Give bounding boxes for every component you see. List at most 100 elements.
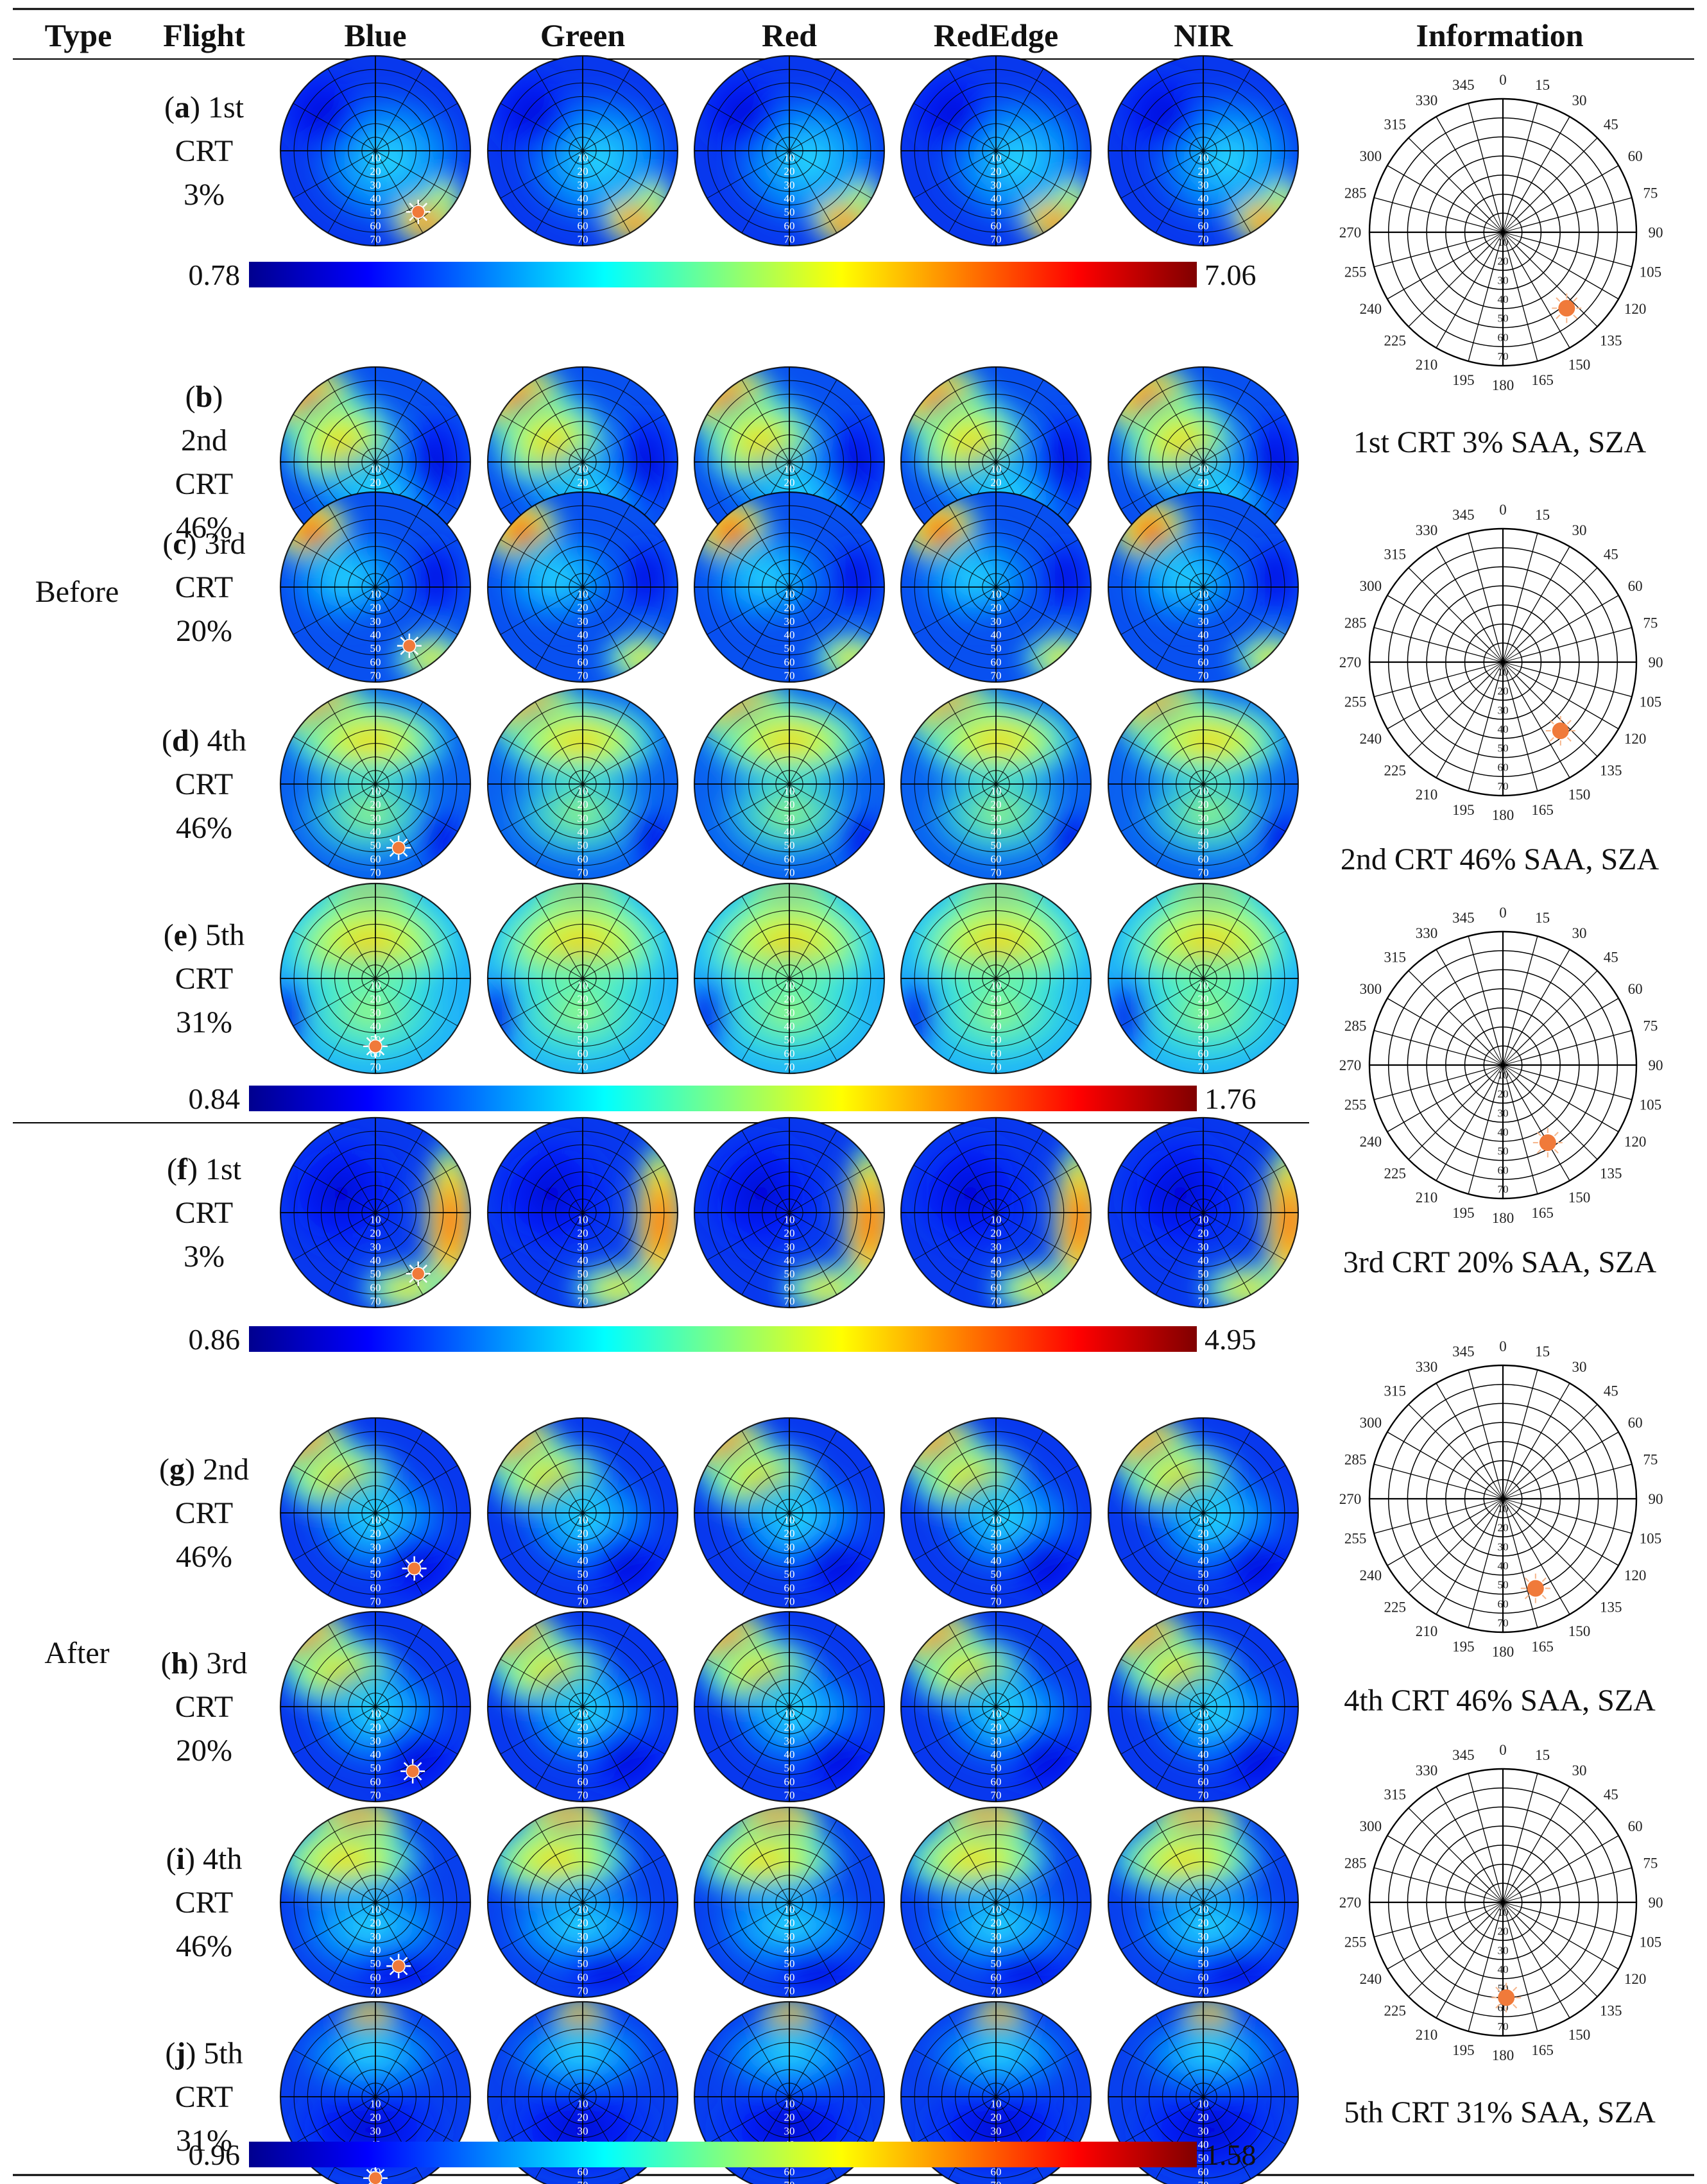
zenith-tick-label: 10 — [370, 463, 381, 475]
azimuth-tick-label: 255 — [1344, 694, 1367, 710]
info-spoke — [1521, 1070, 1633, 1100]
azimuth-tick-label: 300 — [1360, 981, 1382, 997]
info-spoke — [1408, 1078, 1490, 1160]
info-center-spoke — [1502, 1059, 1522, 1066]
info-center-spoke — [1484, 1064, 1504, 1071]
info-center-spoke — [1502, 1498, 1522, 1505]
info-spoke — [1521, 627, 1633, 658]
azimuth-tick-label: 105 — [1640, 1934, 1662, 1950]
info-spoke — [1519, 595, 1619, 653]
info-center-spoke — [1502, 1048, 1513, 1066]
azimuth-tick-label: 330 — [1416, 1359, 1438, 1375]
zenith-tick-label: 60 — [1498, 761, 1509, 773]
info-spoke — [1468, 935, 1498, 1047]
heatmap-row-c: 1020304050607010203040506070102030405060… — [279, 491, 1300, 683]
azimuth-tick-label: 180 — [1492, 377, 1514, 393]
zenith-tick-label: 50 — [784, 642, 795, 654]
zenith-tick-label: 10 — [991, 2098, 1002, 2110]
sun-icon — [406, 1261, 431, 1286]
info-spoke — [1408, 1512, 1490, 1594]
heatmap-blob — [822, 534, 884, 620]
paren: ( — [162, 724, 172, 758]
zenith-tick-label: 70 — [784, 1789, 795, 1801]
zenith-tick-label: 50 — [1198, 839, 1209, 851]
flight-ordinal: ) 4th — [185, 1842, 242, 1876]
info-spoke — [1387, 165, 1487, 223]
paren: ( — [164, 90, 175, 124]
zenith-tick-label: 70 — [578, 669, 588, 681]
zenith-tick-label: 70 — [578, 2179, 588, 2184]
flight-ordinal: ) 5th — [185, 2036, 243, 2070]
azimuth-spoke — [741, 1130, 837, 1295]
info-center-spoke — [1502, 232, 1520, 243]
paren: ( — [162, 527, 173, 561]
azimuth-tick-label: 45 — [1604, 950, 1618, 966]
info-center-spoke — [1502, 1902, 1522, 1908]
azimuth-spoke — [1155, 68, 1251, 234]
zenith-tick-label: 70 — [784, 1061, 795, 1073]
azimuth-spoke — [741, 1624, 837, 1789]
azimuth-spoke — [327, 68, 424, 234]
zenith-tick-label: 30 — [784, 179, 795, 191]
zenith-tick-label: 30 — [1198, 2125, 1209, 2137]
zenith-tick-label: 40 — [1498, 1560, 1509, 1572]
flight-label-line: (c) 3rd — [162, 527, 245, 561]
zenith-tick-label: 70 — [1498, 1183, 1509, 1195]
zenith-tick-label: 50 — [370, 642, 381, 654]
info-center-spoke — [1493, 661, 1504, 679]
azimuth-tick-label: 15 — [1535, 910, 1550, 926]
info-spoke — [1468, 1083, 1498, 1195]
info-spoke — [1519, 1431, 1619, 1490]
azimuth-tick-label: 270 — [1339, 1491, 1362, 1507]
flight-label-h: (h) 3rd CRT 20% — [161, 1646, 248, 1768]
zenith-tick-label: 40 — [578, 1944, 588, 1956]
zenith-tick-label: 40 — [784, 629, 795, 641]
heatmap-blob — [904, 1127, 1037, 1260]
info-spoke — [1436, 1383, 1494, 1483]
zenith-tick-label: 10 — [370, 588, 381, 601]
azimuth-tick-label: 210 — [1416, 2027, 1438, 2043]
azimuth-spoke — [535, 701, 631, 867]
info-spoke — [1516, 675, 1598, 757]
zenith-tick-label: 30 — [784, 1735, 795, 1747]
zenith-tick-label: 30 — [370, 615, 381, 627]
azimuth-spoke — [948, 1430, 1044, 1596]
info-center-spoke — [1502, 232, 1522, 238]
zenith-tick-label: 10 — [991, 1514, 1002, 1526]
azimuth-tick-label: 105 — [1640, 694, 1662, 710]
azimuth-spoke — [948, 68, 1044, 234]
zenith-tick-label: 50 — [1198, 1762, 1209, 1774]
info-spoke — [1436, 546, 1494, 646]
zenith-tick-label: 30 — [1198, 1241, 1209, 1253]
zenith-tick-label: 70 — [578, 1595, 588, 1607]
zenith-tick-label: 10 — [991, 588, 1002, 601]
azimuth-tick-label: 225 — [1384, 762, 1406, 778]
info-center-spoke — [1502, 648, 1517, 663]
zenith-tick-label: 30 — [1498, 1944, 1509, 1956]
zenith-tick-label: 10 — [784, 588, 795, 601]
zenith-tick-label: 50 — [991, 1762, 1002, 1774]
zenith-tick-label: 60 — [784, 1281, 795, 1293]
zenith-tick-label: 70 — [991, 2179, 1002, 2184]
flight-ordinal: ) — [212, 380, 223, 414]
flight-label-i: (i) 4th CRT 46% — [166, 1842, 243, 1963]
sun-icon — [397, 633, 422, 658]
flight-label-line: (e) 5th — [164, 918, 245, 952]
zenith-tick-label: 20 — [370, 1227, 381, 1240]
zenith-tick-label: 20 — [991, 1721, 1002, 1734]
flight-label-line: (g) 2nd — [159, 1453, 249, 1487]
zenith-tick-label: 30 — [578, 1541, 588, 1553]
info-center-spoke — [1489, 1485, 1504, 1499]
zenith-tick-label: 70 — [578, 1789, 588, 1801]
info-center-spoke — [1486, 652, 1504, 663]
info-center-spoke — [1502, 1498, 1520, 1509]
zenith-tick-label: 30 — [991, 812, 1002, 824]
zenith-tick-label: 70 — [578, 233, 588, 245]
paren: ( — [159, 1453, 169, 1487]
